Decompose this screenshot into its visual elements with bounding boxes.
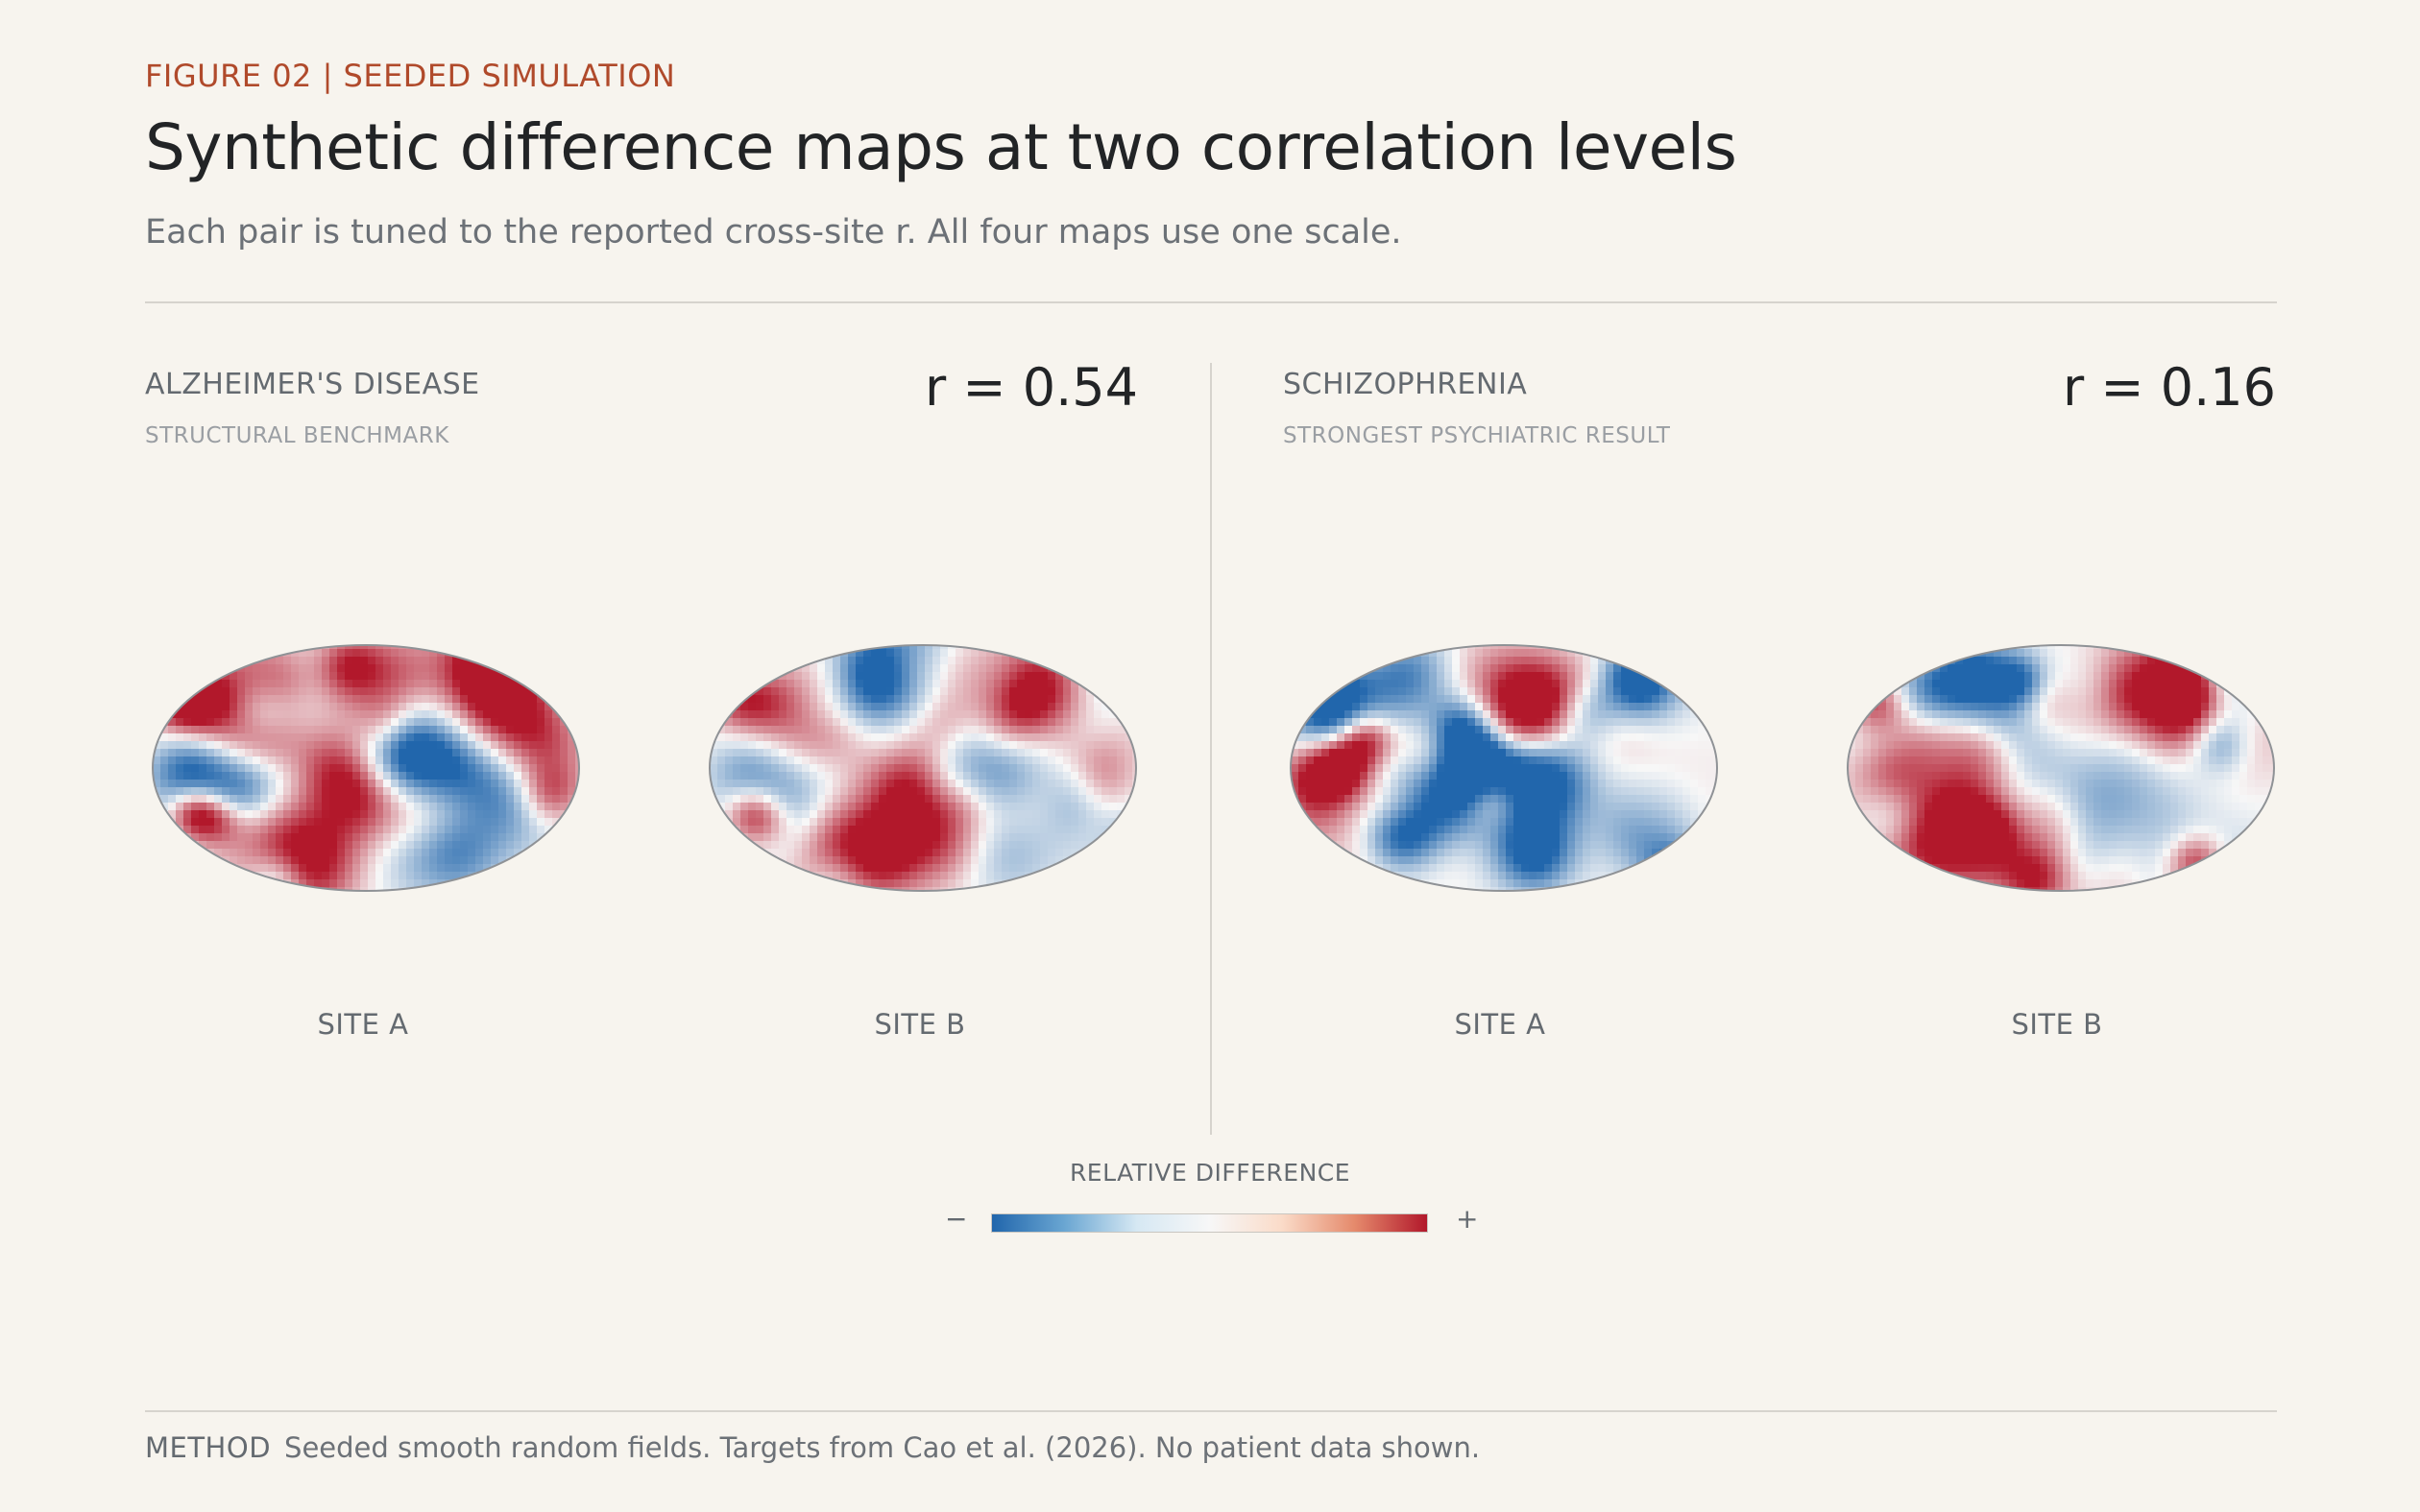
brain-outline	[709, 644, 1137, 892]
brain-outline	[1290, 644, 1718, 892]
footer-note: METHOD Seeded smooth random fields. Targe…	[145, 1431, 1480, 1464]
legend-title: RELATIVE DIFFERENCE	[1069, 1159, 1351, 1187]
brain-map-schizophrenia-site-b	[1847, 644, 2275, 892]
legend-plus: +	[1456, 1203, 1479, 1235]
difference-field	[710, 645, 1136, 891]
site-a-label-schizophrenia: SITE A	[1454, 1008, 1546, 1041]
legend-colorbar	[991, 1213, 1428, 1233]
panel-r-alzheimers: r = 0.54	[924, 357, 1138, 418]
bottom-divider	[145, 1410, 2277, 1412]
panel-title-schizophrenia: SCHIZOPHRENIA	[1283, 368, 1528, 401]
brain-map-alzheimers-site-b	[709, 644, 1137, 892]
panel-subtitle-schizophrenia: STRONGEST PSYCHIATRIC RESULT	[1283, 423, 1671, 448]
site-b-label-schizophrenia: SITE B	[2011, 1008, 2103, 1041]
figure-kicker: FIGURE 02 | SEEDED SIMULATION	[145, 58, 676, 94]
brain-outline	[152, 644, 580, 892]
figure-title: Synthetic difference maps at two correla…	[145, 110, 1737, 184]
panel-title-alzheimers: ALZHEIMER'S DISEASE	[145, 368, 480, 401]
panel-subtitle-alzheimers: STRUCTURAL BENCHMARK	[145, 423, 449, 448]
site-a-label-alzheimers: SITE A	[317, 1008, 409, 1041]
difference-field	[1291, 645, 1717, 891]
footer-method-label: METHOD	[145, 1431, 272, 1464]
figure-subtitle: Each pair is tuned to the reported cross…	[145, 213, 1402, 252]
difference-field	[153, 645, 579, 891]
brain-map-schizophrenia-site-a	[1290, 644, 1718, 892]
legend-minus: −	[945, 1203, 968, 1235]
top-divider	[145, 301, 2277, 303]
panel-divider	[1210, 363, 1212, 1135]
footer-method-text: Seeded smooth random fields. Targets fro…	[284, 1431, 1481, 1464]
brain-map-alzheimers-site-a	[152, 644, 580, 892]
difference-field	[1848, 645, 2274, 891]
site-b-label-alzheimers: SITE B	[874, 1008, 966, 1041]
panel-r-schizophrenia: r = 0.16	[2062, 357, 2276, 418]
brain-outline	[1847, 644, 2275, 892]
